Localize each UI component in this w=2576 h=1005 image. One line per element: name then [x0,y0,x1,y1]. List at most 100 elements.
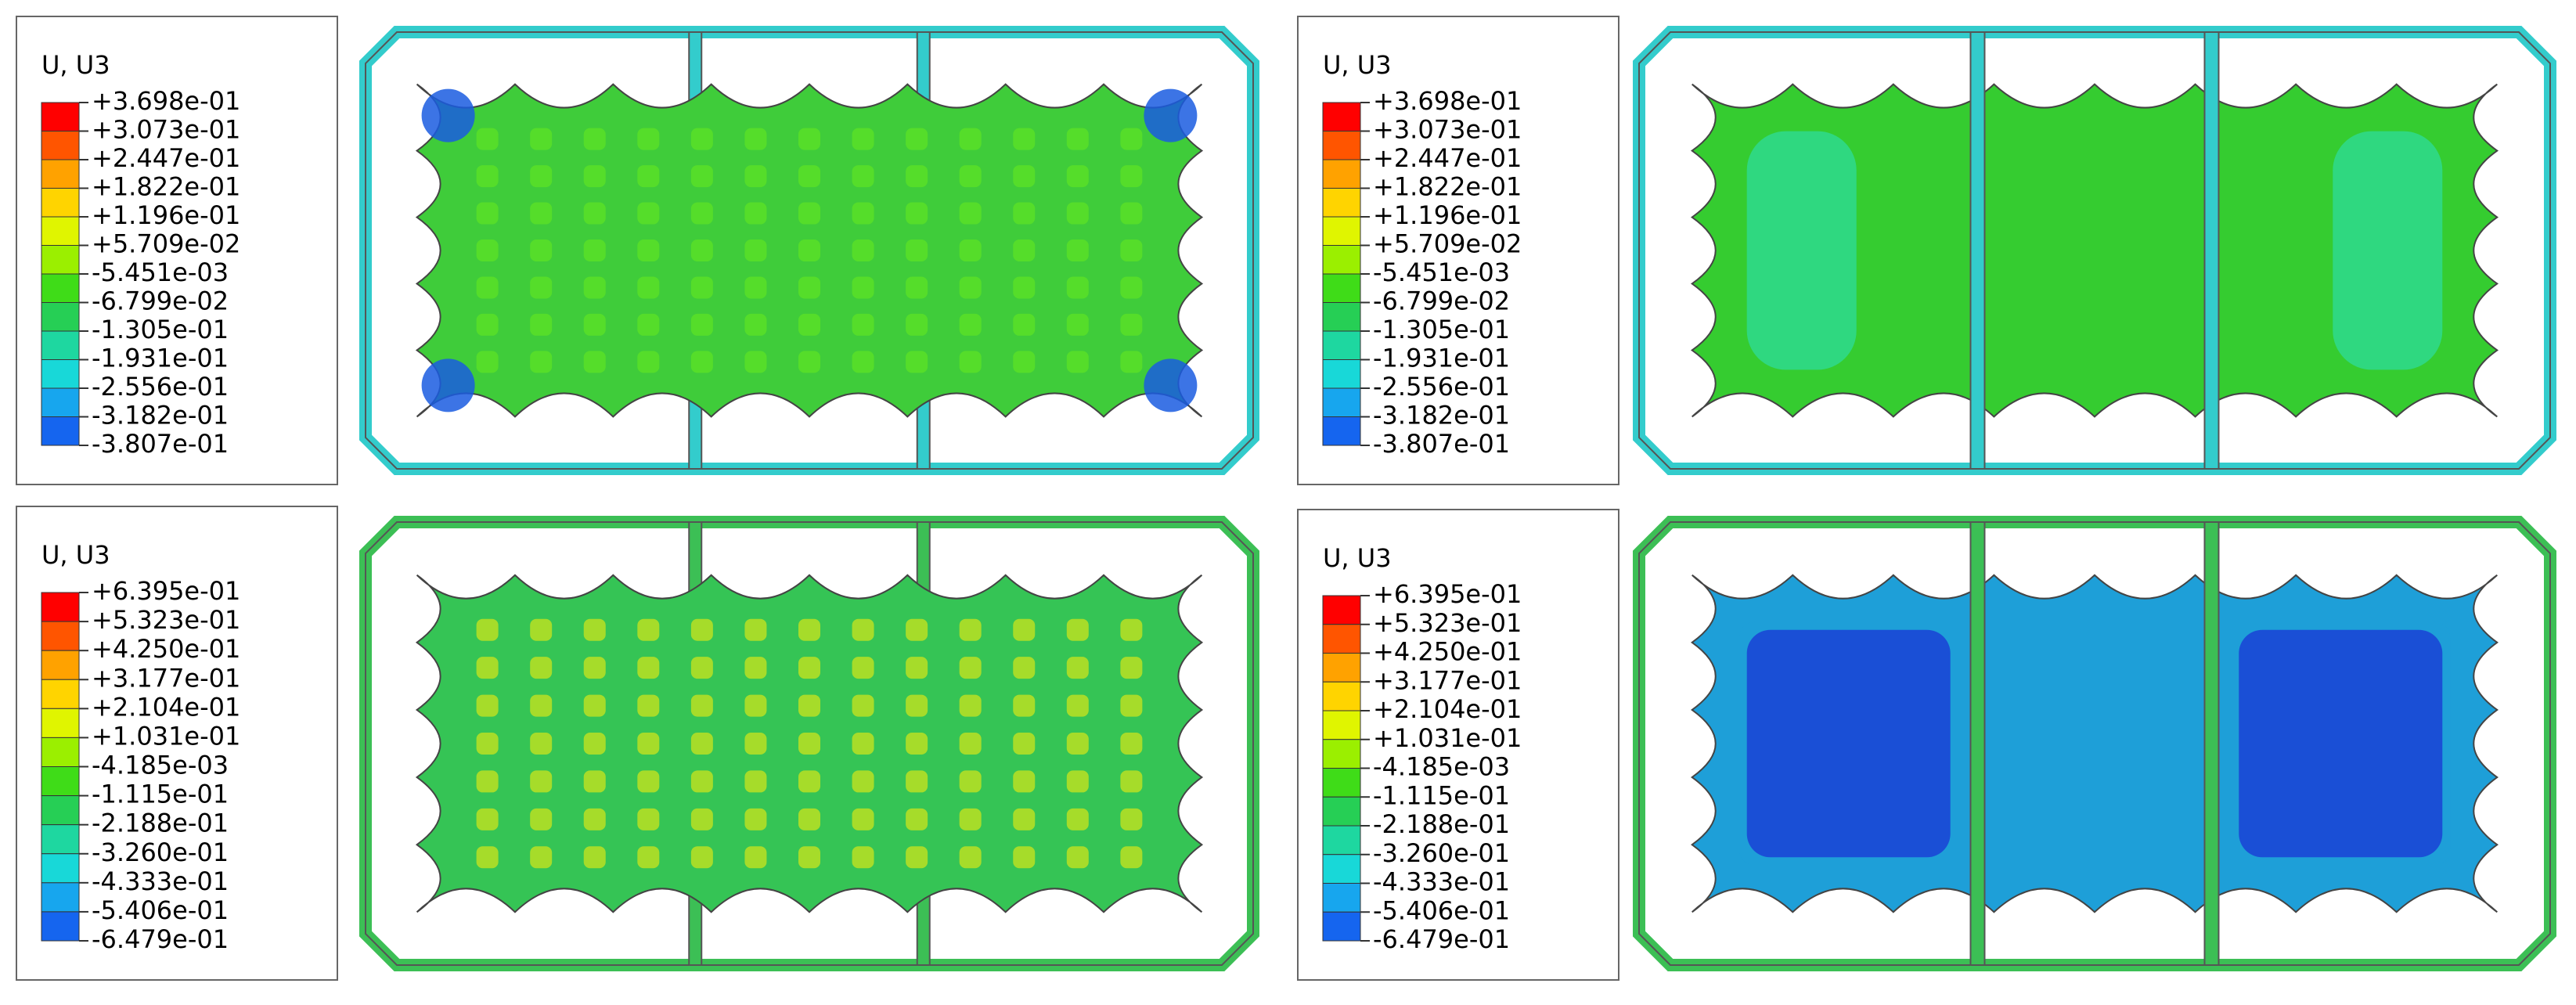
contour-spot [906,733,928,755]
contour-spot [1120,313,1143,336]
contour-spot [637,808,660,830]
contour-spot [476,618,499,641]
legend-label: +1.822e-01 [92,172,240,202]
contour-spot [1013,351,1036,373]
color-swatch [41,159,80,189]
color-swatch [1322,302,1361,332]
contour-region [2239,629,2443,858]
contour-spot [906,808,928,830]
contour-spot [583,770,606,793]
contour-spot [476,128,499,150]
contour-spot [1066,770,1089,793]
frame-edge [365,521,1254,966]
contour-spot [1120,351,1143,373]
contour-band [2333,131,2443,370]
legend-label: +5.709e-02 [1373,229,1522,259]
contour-spot [906,657,928,679]
legend-label: +5.323e-01 [92,605,240,635]
contour-spot [852,808,874,830]
contour-spot [690,846,713,869]
contour-spot [1066,240,1089,261]
legend-label: -1.305e-01 [1373,315,1510,344]
contour-spot [476,694,499,717]
contour-spot [744,808,767,830]
contour-spot [476,202,499,225]
contour-spot [690,808,713,830]
contour-spot [959,128,982,150]
legend-label: +2.447e-01 [92,143,240,173]
contour-spot [798,276,820,299]
legend-label: +1.196e-01 [92,200,240,230]
legend-label: -3.182e-01 [92,401,229,430]
color-swatch [1322,595,1361,625]
contour-spot [583,657,606,679]
contour-spot [959,657,982,679]
contour-spot [798,128,820,150]
stiffener [2203,31,2220,470]
contour-spot [852,694,874,717]
contour-spot [1066,351,1089,373]
contour-spot [530,165,553,188]
contour-spot [852,128,874,150]
contour-spot [1013,618,1036,641]
plate [1690,83,2499,418]
contour-spot [798,351,820,373]
contour-spot [690,313,713,336]
color-swatch [1322,768,1361,798]
stiffener [1969,31,1986,470]
contour-spot [690,202,713,225]
contour-spot [744,276,767,299]
color-swatch [1322,710,1361,740]
contour-spot [852,733,874,755]
legend-label: +6.395e-01 [92,576,240,606]
contour-spot [1120,657,1143,679]
color-swatch [1322,131,1361,160]
contour-spot [583,351,606,373]
contour-corner [1144,358,1198,412]
legend-label: -2.556e-01 [92,372,229,402]
contour-spot [1066,694,1089,717]
contour-spot [906,694,928,717]
legend-label: +4.250e-01 [1373,637,1522,667]
contour-spot [690,694,713,717]
color-swatch [41,387,80,417]
contour-spot [637,618,660,641]
legend-label: -2.556e-01 [1373,372,1510,402]
contour-spot [476,846,499,869]
contour-spot [637,240,660,261]
contour-spot [744,128,767,150]
contour-spot [530,733,553,755]
contour-spot [1120,165,1143,188]
contour-spot [1120,733,1143,755]
color-swatch [1322,653,1361,683]
contour-spot [852,657,874,679]
legend-label: -3.260e-01 [1373,838,1510,868]
contour-spot [637,202,660,225]
contour-spot [1066,276,1089,299]
contour-spot [906,240,928,261]
legend-label: -3.260e-01 [92,838,229,867]
contour-spot [1013,276,1036,299]
contour-spot [852,770,874,793]
contour-spot [1066,846,1089,869]
contour-spot [744,846,767,869]
contour-spot [530,846,553,869]
contour-corner [421,88,475,142]
contour-spot [1066,165,1089,188]
contour-spot [637,165,660,188]
contour-spot [637,770,660,793]
color-swatch [41,882,80,913]
contour-spot [1013,694,1036,717]
legend-label: +3.177e-01 [1373,665,1522,695]
contour-spot [744,202,767,225]
contour-spot [959,165,982,188]
legend-label: +1.031e-01 [1373,723,1522,753]
contour-spot [530,240,553,261]
legend-label: -5.451e-03 [1373,258,1510,287]
contour-spot [959,313,982,336]
legend-label: -6.479e-01 [92,924,229,954]
contour-spot [798,657,820,679]
color-swatch [41,592,80,622]
color-swatch [1322,273,1361,303]
